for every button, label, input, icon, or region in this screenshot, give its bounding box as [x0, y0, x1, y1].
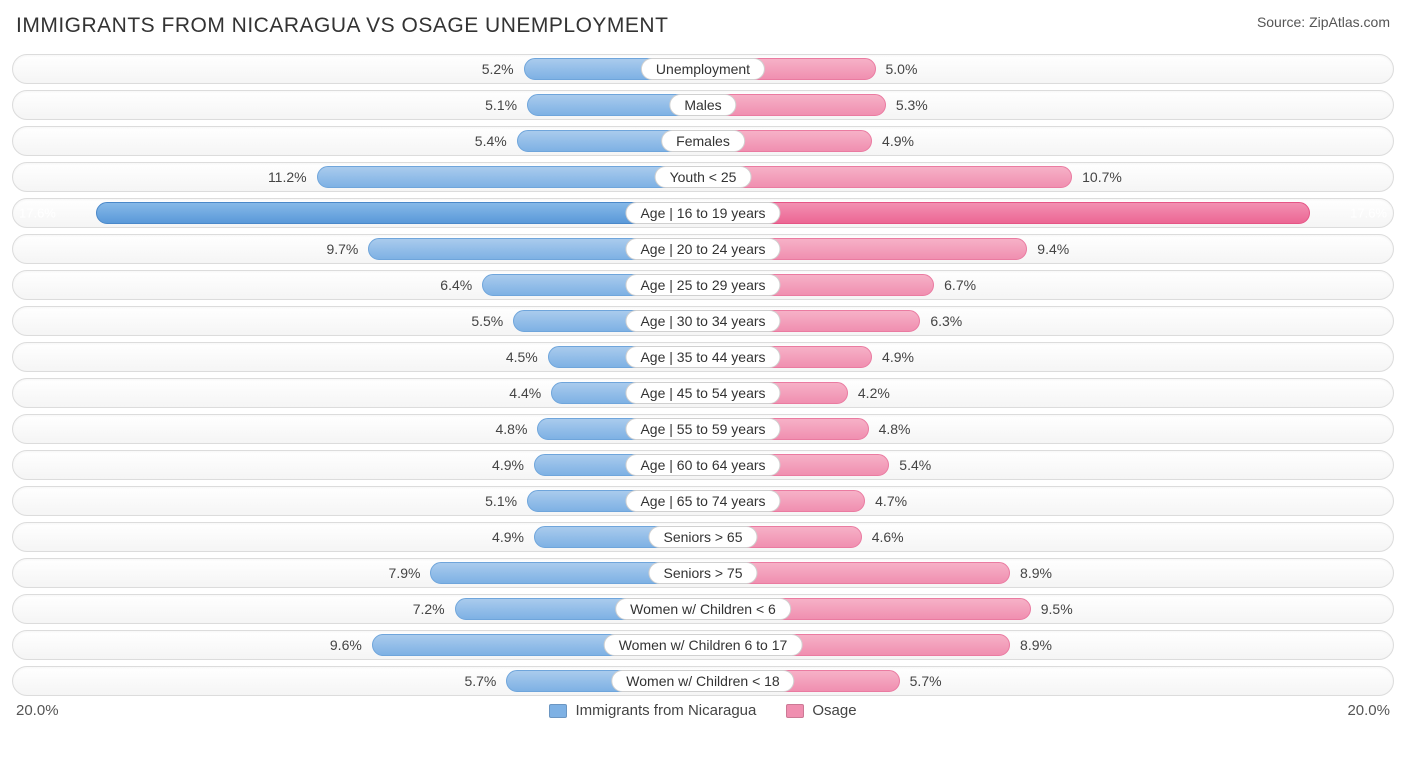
- value-right: 4.2%: [858, 385, 890, 401]
- value-right: 4.9%: [882, 133, 914, 149]
- bar-row: 5.5% 6.3% Age | 30 to 34 years: [12, 306, 1394, 336]
- legend-swatch-right: [786, 704, 804, 718]
- bar-row: 5.4% 4.9% Females: [12, 126, 1394, 156]
- category-label: Age | 45 to 54 years: [625, 382, 780, 404]
- value-left: 4.5%: [506, 349, 538, 365]
- bar-row: 5.1% 5.3% Males: [12, 90, 1394, 120]
- bar-row: 4.8% 4.8% Age | 55 to 59 years: [12, 414, 1394, 444]
- chart-footer: 20.0% Immigrants from Nicaragua Osage 20…: [12, 702, 1394, 719]
- value-left: 7.9%: [389, 565, 421, 581]
- legend-item-right: Osage: [786, 702, 856, 719]
- value-right: 5.3%: [896, 97, 928, 113]
- legend-label-left: Immigrants from Nicaragua: [575, 702, 756, 719]
- bar-row: 4.5% 4.9% Age | 35 to 44 years: [12, 342, 1394, 372]
- value-left: 7.2%: [413, 601, 445, 617]
- value-right: 4.8%: [879, 421, 911, 437]
- value-left: 5.7%: [464, 673, 496, 689]
- bar-row: 9.6% 8.9% Women w/ Children 6 to 17: [12, 630, 1394, 660]
- value-left: 5.4%: [475, 133, 507, 149]
- value-left: 6.4%: [440, 277, 472, 293]
- legend-label-right: Osage: [812, 702, 856, 719]
- value-right: 6.3%: [930, 313, 962, 329]
- category-label: Seniors > 75: [649, 562, 758, 584]
- category-label: Seniors > 65: [649, 526, 758, 548]
- chart-source: Source: ZipAtlas.com: [1257, 14, 1390, 30]
- category-label: Age | 16 to 19 years: [625, 202, 780, 224]
- value-left: 9.7%: [326, 241, 358, 257]
- bar-right: [703, 166, 1072, 188]
- category-label: Age | 20 to 24 years: [625, 238, 780, 260]
- bar-row: 5.1% 4.7% Age | 65 to 74 years: [12, 486, 1394, 516]
- value-left: 5.1%: [485, 493, 517, 509]
- chart-header: IMMIGRANTS FROM NICARAGUA VS OSAGE UNEMP…: [12, 10, 1394, 38]
- value-right: 6.7%: [944, 277, 976, 293]
- category-label: Age | 65 to 74 years: [625, 490, 780, 512]
- bar-row: 4.4% 4.2% Age | 45 to 54 years: [12, 378, 1394, 408]
- value-left: 4.4%: [509, 385, 541, 401]
- value-right: 9.5%: [1041, 601, 1073, 617]
- category-label: Females: [661, 130, 745, 152]
- bar-row: 6.4% 6.7% Age | 25 to 29 years: [12, 270, 1394, 300]
- diverging-bar-chart: 5.2%5.0%Unemployment5.1%5.3%Males5.4%4.9…: [12, 54, 1394, 696]
- category-label: Age | 60 to 64 years: [625, 454, 780, 476]
- value-right: 17.6%: [1350, 206, 1387, 221]
- value-left: 5.2%: [482, 61, 514, 77]
- category-label: Age | 55 to 59 years: [625, 418, 780, 440]
- bar-row: 4.9% 5.4% Age | 60 to 64 years: [12, 450, 1394, 480]
- category-label: Age | 25 to 29 years: [625, 274, 780, 296]
- bar-left: [96, 202, 703, 224]
- value-left: 17.6%: [19, 206, 56, 221]
- value-right: 8.9%: [1020, 565, 1052, 581]
- bar-row: 5.7% 5.7% Women w/ Children < 18: [12, 666, 1394, 696]
- legend-swatch-left: [549, 704, 567, 718]
- value-left: 4.9%: [492, 529, 524, 545]
- bar-row: 4.9% 4.6% Seniors > 65: [12, 522, 1394, 552]
- value-left: 5.5%: [471, 313, 503, 329]
- bar-row: 17.6% 17.6% Age | 16 to 19 years: [12, 198, 1394, 228]
- category-label: Age | 30 to 34 years: [625, 310, 780, 332]
- value-left: 9.6%: [330, 637, 362, 653]
- bar-row: 5.2% 5.0% Unemployment: [12, 54, 1394, 84]
- value-left: 4.9%: [492, 457, 524, 473]
- value-right: 4.9%: [882, 349, 914, 365]
- value-right: 10.7%: [1082, 169, 1122, 185]
- value-right: 4.7%: [875, 493, 907, 509]
- value-right: 5.0%: [886, 61, 918, 77]
- axis-max-left: 20.0%: [16, 702, 59, 719]
- category-label: Youth < 25: [655, 166, 752, 188]
- value-right: 4.6%: [872, 529, 904, 545]
- bar-row: 9.7% 9.4% Age | 20 to 24 years: [12, 234, 1394, 264]
- value-right: 8.9%: [1020, 637, 1052, 653]
- category-label: Women w/ Children < 18: [611, 670, 794, 692]
- legend-item-left: Immigrants from Nicaragua: [549, 702, 756, 719]
- value-right: 5.4%: [899, 457, 931, 473]
- category-label: Males: [669, 94, 736, 116]
- chart-legend: Immigrants from Nicaragua Osage: [549, 702, 856, 719]
- value-left: 11.2%: [268, 169, 307, 185]
- value-right: 5.7%: [910, 673, 942, 689]
- chart-title: IMMIGRANTS FROM NICARAGUA VS OSAGE UNEMP…: [16, 14, 668, 38]
- source-name: ZipAtlas.com: [1309, 14, 1390, 30]
- bar-right: [703, 202, 1310, 224]
- bar-row: 7.9% 8.9% Seniors > 75: [12, 558, 1394, 588]
- source-label: Source:: [1257, 14, 1305, 30]
- category-label: Women w/ Children 6 to 17: [604, 634, 803, 656]
- category-label: Unemployment: [641, 58, 765, 80]
- bar-left: [317, 166, 703, 188]
- value-left: 5.1%: [485, 97, 517, 113]
- category-label: Age | 35 to 44 years: [625, 346, 780, 368]
- category-label: Women w/ Children < 6: [615, 598, 791, 620]
- bar-row: 7.2% 9.5% Women w/ Children < 6: [12, 594, 1394, 624]
- value-left: 4.8%: [495, 421, 527, 437]
- bar-row: 11.2% 10.7% Youth < 25: [12, 162, 1394, 192]
- axis-max-right: 20.0%: [1347, 702, 1390, 719]
- value-right: 9.4%: [1037, 241, 1069, 257]
